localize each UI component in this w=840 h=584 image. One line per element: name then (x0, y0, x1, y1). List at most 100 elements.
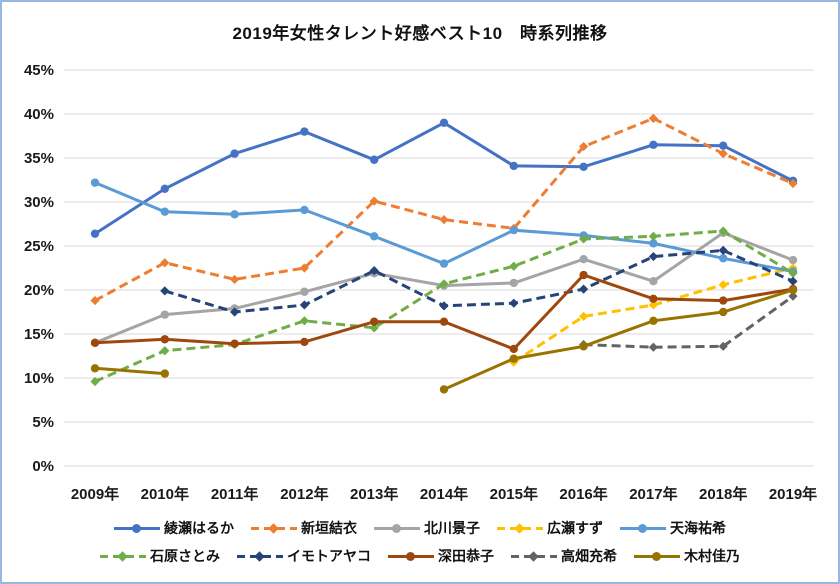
legend-line-sample-dashed (100, 550, 146, 562)
x-axis-label: 2012年 (280, 485, 328, 503)
legend-label: 北川景子 (424, 520, 480, 536)
data-point-takahata-mitsuki (648, 342, 658, 352)
legend-item-aragaki-yui: 新垣結衣 (251, 518, 357, 538)
data-point-ayase-haruka (509, 161, 518, 171)
data-point-ayase-haruka (719, 141, 728, 150)
data-point-ishihara-satomi (160, 346, 170, 356)
data-point-ishihara-satomi (509, 261, 519, 271)
x-axis-label: 2019年 (769, 485, 817, 503)
legend-label: 綾瀬はるか (164, 520, 234, 536)
data-point-imoto-ayako (439, 301, 449, 311)
legend-marker-diamond-icon (254, 550, 265, 562)
legend-marker-circle-icon (652, 551, 661, 561)
data-point-kimura-yoshino (649, 316, 658, 325)
data-point-fukada-kyoko (719, 296, 728, 305)
legend-marker-diamond-icon (268, 522, 279, 534)
legend-line-sample-solid (114, 523, 160, 534)
data-point-amami-yuki (509, 225, 518, 235)
data-point-aragaki-yui (439, 215, 449, 225)
data-point-kimura-yoshino (439, 385, 449, 394)
legend-item-kitagawa-keiko: 北川景子 (374, 518, 480, 538)
legend-line-sample-dashed (251, 522, 297, 534)
data-point-kitagawa-keiko (649, 277, 658, 286)
legend-label: 深田恭子 (438, 548, 494, 564)
data-point-imoto-ayako (160, 286, 170, 296)
chart-title: 2019年女性タレント好感ベスト10 時系列推移 (232, 24, 608, 43)
legend-item-kimura-yoshino: 木村佳乃 (634, 546, 740, 566)
legend-marker-circle-icon (638, 523, 647, 533)
data-point-kimura-yoshino (160, 369, 169, 378)
y-axis-label: 35% (24, 150, 54, 167)
data-point-amami-yuki (719, 254, 728, 263)
data-point-amami-yuki (90, 178, 100, 187)
x-axis-label: 2016年 (559, 485, 607, 503)
legend-line-sample-solid (620, 523, 666, 534)
legend-item-fukada-kyoko: 深田恭子 (388, 546, 494, 566)
legend-label: イモトアヤコ (287, 548, 371, 564)
legend-label: 広瀬すず (547, 520, 603, 536)
data-point-aragaki-yui (788, 178, 798, 189)
data-point-ayase-haruka (579, 162, 588, 171)
legend-line-sample-solid (634, 551, 680, 562)
data-point-fukada-kyoko (90, 338, 100, 347)
data-point-ishihara-satomi (648, 231, 658, 241)
chart-legend-row-2: 石原さとみ イモトアヤコ 深田恭子 高畑充希 木村佳乃 (2, 546, 838, 566)
y-axis-label: 15% (24, 326, 54, 343)
data-point-imoto-ayako (369, 266, 379, 276)
data-point-ayase-haruka (90, 229, 100, 238)
data-point-ayase-haruka (230, 149, 239, 158)
series-line-kimura-yoshino (94, 288, 794, 391)
data-point-ishihara-satomi (439, 279, 449, 289)
data-point-kimura-yoshino (719, 307, 728, 317)
y-axis-label: 5% (32, 414, 54, 431)
data-point-aragaki-yui (299, 263, 309, 273)
series-line-aragaki-yui (94, 116, 794, 302)
data-point-amami-yuki (300, 205, 309, 215)
legend-label: 木村佳乃 (684, 548, 740, 564)
legend-marker-circle-icon (392, 523, 401, 533)
x-axis-label: 2013年 (350, 485, 398, 503)
data-point-amami-yuki (649, 239, 658, 248)
legend-marker-circle-icon (406, 551, 415, 561)
data-point-ayase-haruka (160, 184, 169, 193)
series-line-imoto-ayako (164, 248, 794, 314)
data-point-fukada-kyoko (439, 317, 449, 326)
y-axis-label: 0% (32, 458, 54, 475)
data-point-hirose-suzu (718, 280, 728, 290)
legend-marker-diamond-icon (514, 522, 525, 534)
y-axis-label: 30% (24, 194, 54, 211)
data-point-ayase-haruka (649, 140, 658, 149)
data-point-imoto-ayako (230, 307, 240, 317)
legend-item-ishihara-satomi: 石原さとみ (100, 546, 220, 566)
legend-label: 天海祐希 (670, 520, 726, 536)
data-point-kimura-yoshino (509, 354, 518, 363)
data-point-hirose-suzu (648, 300, 658, 310)
data-point-imoto-ayako (299, 300, 309, 310)
legend-label: 新垣結衣 (301, 520, 357, 536)
legend-item-ayase-haruka: 綾瀬はるか (114, 518, 234, 538)
legend-line-sample-solid (374, 523, 420, 534)
legend-line-sample-dashed (497, 522, 543, 534)
data-point-aragaki-yui (718, 149, 728, 159)
data-point-imoto-ayako (509, 298, 519, 308)
data-point-amami-yuki (370, 232, 379, 241)
data-point-ishihara-satomi (90, 376, 100, 387)
legend-label: 石原さとみ (150, 548, 220, 564)
data-point-aragaki-yui (579, 141, 589, 152)
data-point-fukada-kyoko (160, 335, 169, 344)
data-point-amami-yuki (230, 210, 239, 219)
legend-line-sample-solid (388, 551, 434, 562)
legend-item-amami-yuki: 天海祐希 (620, 518, 726, 538)
data-point-amami-yuki (439, 259, 449, 268)
legend-marker-circle-icon (132, 523, 141, 533)
series-line-takahata-mitsuki (583, 294, 794, 349)
data-point-aragaki-yui (369, 196, 379, 206)
data-point-imoto-ayako (788, 276, 798, 286)
data-point-kimura-yoshino (788, 285, 798, 295)
data-point-ishihara-satomi (299, 316, 309, 326)
x-axis-label: 2010年 (141, 485, 189, 503)
data-point-hirose-suzu (579, 311, 589, 321)
data-point-fukada-kyoko (300, 337, 309, 347)
data-point-kitagawa-keiko (300, 287, 309, 296)
